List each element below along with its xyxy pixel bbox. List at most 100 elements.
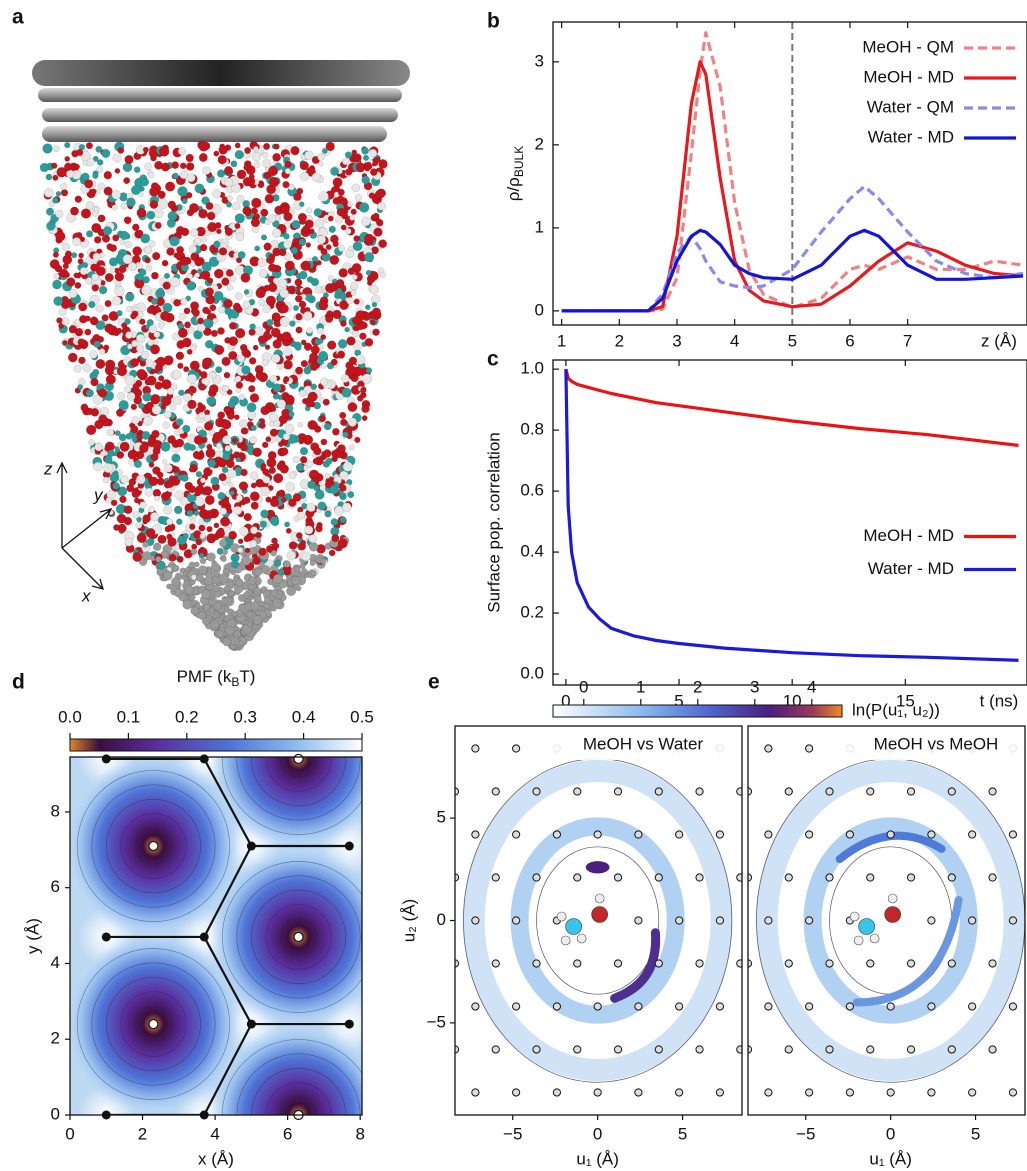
atom: [263, 242, 272, 251]
atom: [294, 344, 302, 351]
atom: [352, 241, 363, 252]
atom: [234, 414, 240, 421]
atom: [311, 172, 321, 182]
substrate-atom: [471, 1002, 480, 1011]
atom: [162, 302, 173, 313]
atom: [73, 272, 80, 279]
atom: [285, 482, 296, 492]
atom: [119, 230, 129, 241]
substrate-atom: [654, 1045, 663, 1054]
lattice-vertex: [199, 932, 209, 942]
atom: [253, 587, 262, 596]
substrate-atom: [805, 916, 814, 925]
axis-name: x: [81, 586, 91, 605]
atom: [142, 514, 151, 523]
panel-letter: e: [428, 671, 440, 694]
atom: [262, 359, 269, 367]
substrate-atom: [573, 787, 582, 796]
atom: [74, 195, 83, 203]
atom: [249, 539, 258, 548]
atom: [339, 470, 349, 481]
atom: [148, 172, 155, 179]
atom: [146, 319, 154, 327]
atom: [206, 525, 213, 533]
atom: [347, 402, 358, 413]
atom: [95, 145, 103, 153]
atom: [156, 471, 164, 479]
atom: [252, 624, 259, 630]
atom: [180, 297, 188, 306]
atom: [242, 496, 251, 504]
substrate-atom: [613, 873, 623, 882]
atom: [169, 235, 180, 247]
atom: [68, 288, 78, 298]
atom: [167, 200, 176, 209]
atom: [322, 398, 330, 406]
atom: [185, 153, 194, 163]
y-tick-label: 0.8: [520, 420, 544, 439]
atom: [112, 234, 120, 242]
atom: [194, 237, 202, 245]
atom: [93, 236, 102, 244]
atom: [217, 327, 225, 335]
contour-chart: d 0 2 4 6 8 0 2 4 6 8 x (Å) y (Å) 0.0 0.1 0.2 0.3 0.4 0.5 P…: [12, 667, 374, 1168]
substrate-atom: [927, 1002, 936, 1011]
atom: [181, 337, 192, 348]
atom: [163, 410, 172, 419]
substrate-atom: [805, 1088, 814, 1097]
atom: [195, 485, 205, 495]
atom: [165, 181, 176, 192]
atom: [249, 436, 257, 444]
atom: [212, 431, 223, 442]
atom: [299, 446, 309, 456]
atom: [234, 222, 241, 229]
colorbar-label: PMF (kBT): [177, 667, 256, 689]
atom: [269, 428, 279, 437]
atom: [177, 147, 186, 156]
atom: [185, 191, 193, 199]
colorbar-tick-label: 0.0: [58, 707, 82, 726]
atom: [179, 162, 187, 170]
atom: [152, 251, 161, 261]
atom: [202, 306, 210, 314]
contour-line: [105, 976, 201, 1072]
x-tick-label: 6: [845, 331, 854, 350]
colorbar-tick-label: 0: [579, 677, 588, 696]
contour-line: [91, 962, 216, 1086]
atom: [226, 411, 235, 420]
molecule-atom: [594, 893, 605, 904]
atom: [219, 507, 228, 516]
atom: [144, 246, 153, 255]
contour-line: [265, 757, 332, 792]
atom: [316, 327, 324, 335]
atom: [236, 169, 247, 180]
colorbar-tick-label: 4: [807, 677, 816, 696]
atom: [101, 314, 109, 322]
atom: [327, 215, 334, 222]
atom: [255, 610, 262, 616]
substrate-atom: [431, 1089, 438, 1096]
liquid: [39, 140, 388, 652]
atom: [131, 489, 140, 499]
graphene-layer: [42, 108, 398, 122]
title-box: [543, 728, 740, 760]
atom: [243, 535, 251, 543]
atom: [365, 269, 372, 276]
atom: [304, 525, 314, 535]
atom: [271, 228, 282, 238]
atom: [204, 510, 214, 520]
atom: [115, 408, 125, 417]
atom: [302, 434, 314, 446]
atom: [213, 268, 224, 279]
atom: [255, 287, 266, 299]
atom: [322, 449, 332, 458]
contour-line: [134, 1005, 172, 1043]
atom: [250, 217, 261, 228]
substrate-atom: [866, 959, 875, 968]
contour-line: [91, 784, 216, 908]
atom: [141, 285, 152, 296]
atom: [195, 574, 204, 582]
atom: [201, 617, 211, 626]
